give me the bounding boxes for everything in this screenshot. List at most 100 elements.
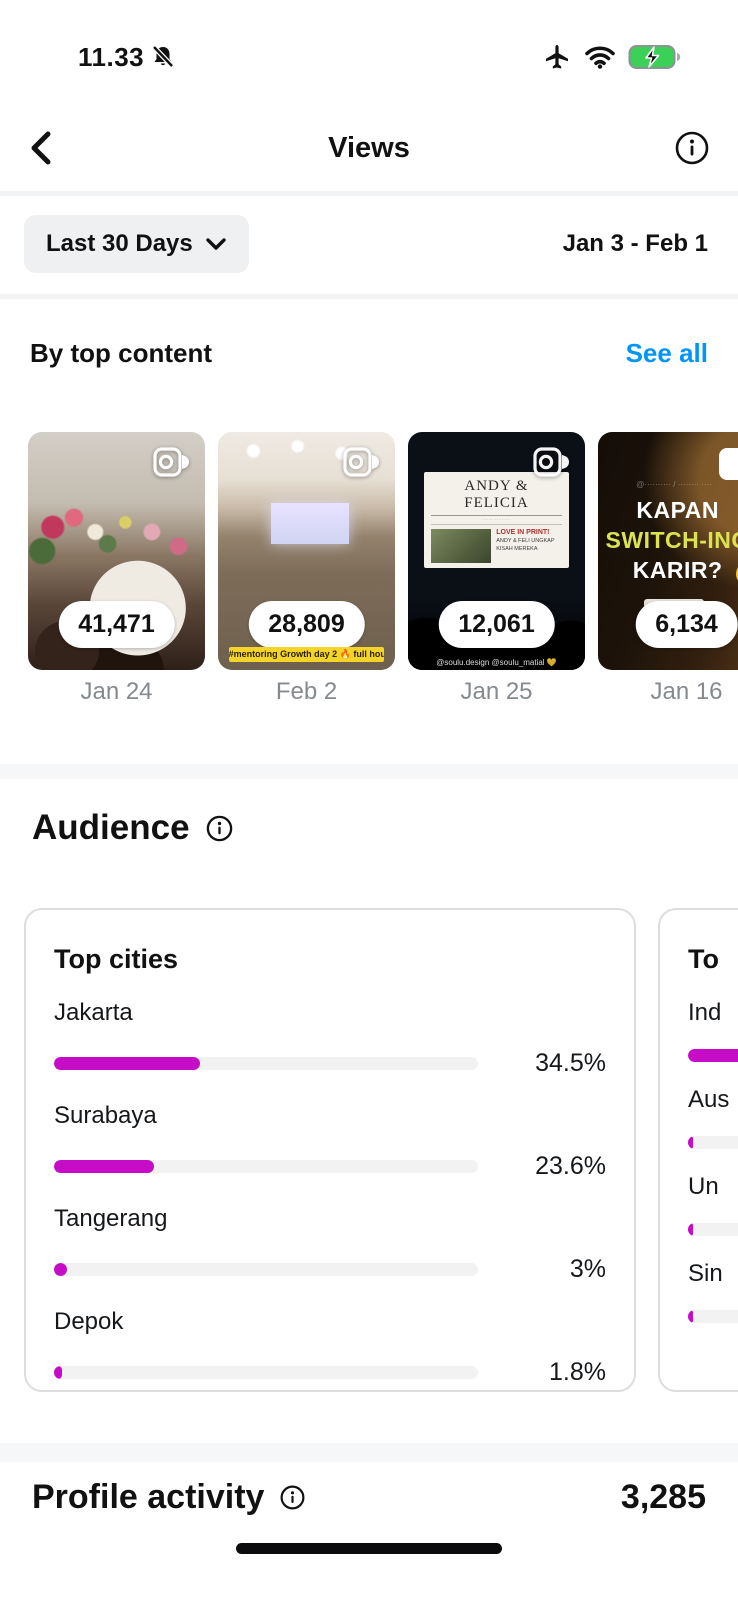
- progress-track: [688, 1136, 738, 1149]
- progress-track: [54, 1263, 478, 1276]
- page-title: Views: [328, 131, 410, 164]
- content-date: Feb 2: [275, 678, 338, 705]
- content-thumbnail-wedding[interactable]: 41,471: [28, 432, 205, 670]
- see-all-link[interactable]: See all: [625, 338, 708, 368]
- city-row: Jakarta 34.5%: [54, 999, 606, 1078]
- progress-fill: [54, 1057, 201, 1070]
- thumbnail-dates: Jan 24 Feb 2 Jan 25 Jan 16: [28, 678, 738, 706]
- content-thumbnail-seminar[interactable]: 28,809 #mentoring Growth day 2 🔥 full ho…: [218, 432, 395, 670]
- section-separator: [0, 1443, 738, 1462]
- newspaper-sub1: LOVE IN PRINT!: [496, 529, 550, 537]
- overlay-line3: KARIR?: [632, 557, 723, 584]
- content-date: Jan 24: [80, 678, 153, 705]
- overlay-line1: KAPAN: [636, 497, 719, 524]
- reel-video-icon: [153, 446, 191, 478]
- city-percentage: 1.8%: [549, 1358, 606, 1386]
- views-count-badge: 41,471: [58, 601, 175, 648]
- newspaper-headline: ANDY & FELICIA: [430, 478, 563, 517]
- divider: [0, 191, 738, 196]
- content-date: Jan 16: [650, 678, 723, 705]
- info-icon[interactable]: [204, 813, 235, 844]
- top-content-carousel[interactable]: 41,471 28,809 #mentoring Growth day 2 🔥 …: [28, 432, 738, 670]
- back-button[interactable]: [26, 128, 56, 168]
- status-bar: 11.33: [0, 0, 738, 100]
- date-range-value: Jan 3 - Feb 1: [562, 230, 708, 257]
- views-count-badge: 12,061: [438, 601, 555, 648]
- audience-header: Audience: [32, 808, 235, 848]
- progress-fill: [688, 1223, 693, 1236]
- city-row: Surabaya 23.6%: [54, 1102, 606, 1181]
- city-label: Surabaya: [54, 1102, 157, 1129]
- progress-fill: [688, 1136, 693, 1149]
- progress-track: [54, 1057, 478, 1070]
- dizzy-face-emoji: [735, 561, 738, 587]
- progress-track: [688, 1223, 738, 1236]
- progress-track: [54, 1366, 478, 1379]
- filter-row: Last 30 Days Jan 3 - Feb 1: [24, 208, 708, 280]
- decor: [271, 503, 349, 544]
- views-count-badge: 6,134: [635, 601, 738, 648]
- content-thumbnail-newspaper[interactable]: ANDY & FELICIA · · · · · · · · · · · · L…: [408, 432, 585, 670]
- country-label: Sin: [688, 1260, 723, 1287]
- projected-newspaper: ANDY & FELICIA · · · · · · · · · · · · L…: [423, 472, 570, 568]
- top-countries-card: To Ind Aus Un: [658, 908, 738, 1392]
- overlay-line2: SWITCH-ING: [605, 527, 738, 554]
- profile-activity-label: Profile activity: [32, 1478, 265, 1516]
- progress-fill: [54, 1160, 155, 1173]
- content-date: Jan 25: [460, 678, 533, 705]
- chevron-down-icon: [205, 237, 227, 251]
- airplane-icon: [542, 42, 572, 72]
- post-icon: [719, 448, 738, 480]
- info-icon[interactable]: [278, 1483, 307, 1512]
- reel-video-icon: [343, 446, 381, 478]
- country-label: Aus: [688, 1086, 730, 1113]
- country-row: Aus: [688, 1086, 738, 1149]
- progress-track: [688, 1049, 738, 1062]
- top-content-header: By top content See all: [30, 338, 708, 369]
- card-title: Top cities: [54, 944, 179, 974]
- progress-fill: [54, 1366, 62, 1379]
- decor: @·········· / ········ ····: [636, 479, 712, 489]
- city-label: Tangerang: [54, 1205, 168, 1232]
- overlay-text: KAPAN SWITCH-ING KARIR?: [598, 496, 738, 586]
- caption-strip: #mentoring Growth day 2 🔥 full house: [228, 647, 385, 662]
- clock: 11.33: [78, 42, 176, 73]
- date-range-label: Last 30 Days: [46, 230, 193, 257]
- decor: · · · · · · · · · · · ·: [430, 516, 563, 526]
- card-title: To: [688, 944, 719, 974]
- page-header: Views: [0, 108, 738, 188]
- country-label: Un: [688, 1173, 719, 1200]
- date-range-dropdown[interactable]: Last 30 Days: [24, 215, 249, 273]
- country-row: Ind: [688, 999, 738, 1062]
- section-title: By top content: [30, 338, 212, 368]
- progress-track: [688, 1310, 738, 1323]
- country-row: Un: [688, 1173, 738, 1236]
- wifi-icon: [584, 44, 616, 70]
- profile-activity-row[interactable]: Profile activity 3,285: [32, 1478, 706, 1517]
- battery-charging-icon: [628, 43, 682, 71]
- city-row: Tangerang 3%: [54, 1205, 606, 1284]
- home-indicator[interactable]: [236, 1543, 502, 1554]
- progress-fill: [54, 1263, 67, 1276]
- city-row: Depok 1.8%: [54, 1308, 606, 1387]
- city-percentage: 23.6%: [535, 1152, 606, 1180]
- top-cities-card: Top cities Jakarta 34.5% Surabaya 23.6% …: [24, 908, 636, 1392]
- clock-text: 11.33: [78, 41, 145, 72]
- city-percentage: 34.5%: [535, 1049, 606, 1077]
- bell-muted-icon: [150, 44, 176, 70]
- audience-title: Audience: [32, 808, 190, 847]
- reel-video-icon: [533, 446, 571, 478]
- country-row: Sin: [688, 1260, 738, 1323]
- progress-track: [54, 1160, 478, 1173]
- section-separator: [0, 764, 738, 779]
- progress-fill: [688, 1049, 738, 1062]
- content-thumbnail-career[interactable]: @·········· / ········ ···· KAPAN SWITCH…: [598, 432, 738, 670]
- newspaper-photo: [430, 529, 492, 564]
- thumbnail-caption: @soulu.design @soulu_matial 💛: [436, 658, 557, 667]
- audience-cards[interactable]: Top cities Jakarta 34.5% Surabaya 23.6% …: [24, 908, 738, 1392]
- newspaper-sub2: ANDY & FELI UNGKAP KISAH MEREKA: [496, 538, 555, 552]
- progress-fill: [688, 1310, 693, 1323]
- city-percentage: 3%: [569, 1255, 606, 1283]
- profile-activity-value: 3,285: [620, 1478, 706, 1516]
- info-button[interactable]: [672, 128, 712, 168]
